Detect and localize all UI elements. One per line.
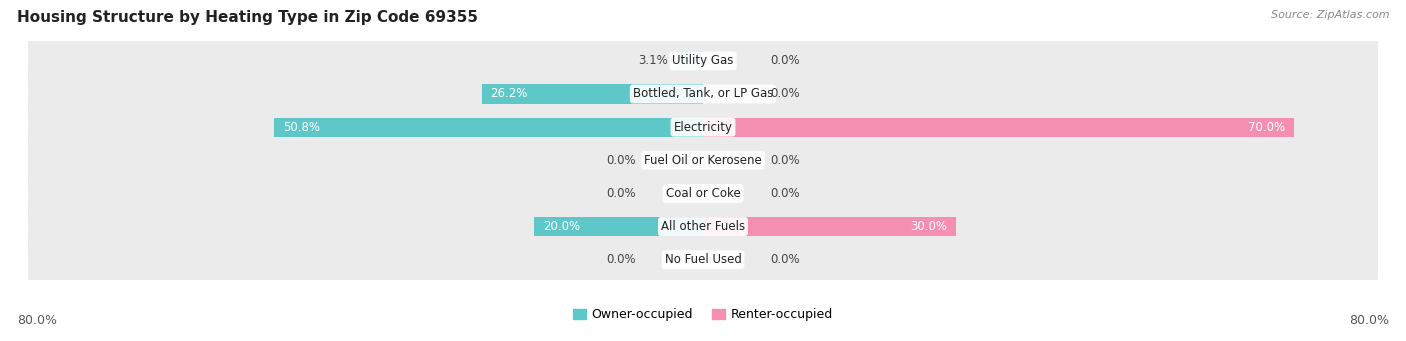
Text: 0.0%: 0.0% bbox=[770, 54, 800, 67]
Text: 0.0%: 0.0% bbox=[606, 253, 636, 266]
Text: 0.0%: 0.0% bbox=[770, 187, 800, 200]
Bar bbox=[703, 217, 956, 236]
FancyBboxPatch shape bbox=[28, 228, 1378, 292]
Text: Electricity: Electricity bbox=[673, 121, 733, 134]
Text: 3.1%: 3.1% bbox=[638, 54, 668, 67]
Text: 80.0%: 80.0% bbox=[17, 314, 56, 327]
Text: 70.0%: 70.0% bbox=[1249, 121, 1285, 134]
Text: 80.0%: 80.0% bbox=[1350, 314, 1389, 327]
Text: Source: ZipAtlas.com: Source: ZipAtlas.com bbox=[1271, 10, 1389, 20]
Text: Fuel Oil or Kerosene: Fuel Oil or Kerosene bbox=[644, 154, 762, 167]
Text: No Fuel Used: No Fuel Used bbox=[665, 253, 741, 266]
Text: 50.8%: 50.8% bbox=[283, 121, 321, 134]
Bar bbox=[703, 118, 1294, 137]
Text: Utility Gas: Utility Gas bbox=[672, 54, 734, 67]
Text: 0.0%: 0.0% bbox=[770, 87, 800, 101]
FancyBboxPatch shape bbox=[28, 195, 1378, 258]
Text: 0.0%: 0.0% bbox=[770, 253, 800, 266]
Text: 20.0%: 20.0% bbox=[543, 220, 579, 233]
Bar bbox=[676, 51, 703, 71]
Text: 0.0%: 0.0% bbox=[606, 154, 636, 167]
Bar bbox=[274, 118, 703, 137]
Legend: Owner-occupied, Renter-occupied: Owner-occupied, Renter-occupied bbox=[568, 303, 838, 326]
Bar bbox=[534, 217, 703, 236]
Text: All other Fuels: All other Fuels bbox=[661, 220, 745, 233]
Text: 26.2%: 26.2% bbox=[491, 87, 527, 101]
FancyBboxPatch shape bbox=[28, 29, 1378, 93]
Text: 0.0%: 0.0% bbox=[606, 187, 636, 200]
FancyBboxPatch shape bbox=[28, 129, 1378, 192]
Text: Housing Structure by Heating Type in Zip Code 69355: Housing Structure by Heating Type in Zip… bbox=[17, 10, 478, 25]
Text: Bottled, Tank, or LP Gas: Bottled, Tank, or LP Gas bbox=[633, 87, 773, 101]
FancyBboxPatch shape bbox=[28, 162, 1378, 225]
Text: Coal or Coke: Coal or Coke bbox=[665, 187, 741, 200]
Bar bbox=[482, 84, 703, 104]
Text: 0.0%: 0.0% bbox=[770, 154, 800, 167]
FancyBboxPatch shape bbox=[28, 95, 1378, 159]
FancyBboxPatch shape bbox=[28, 62, 1378, 126]
Text: 30.0%: 30.0% bbox=[911, 220, 948, 233]
